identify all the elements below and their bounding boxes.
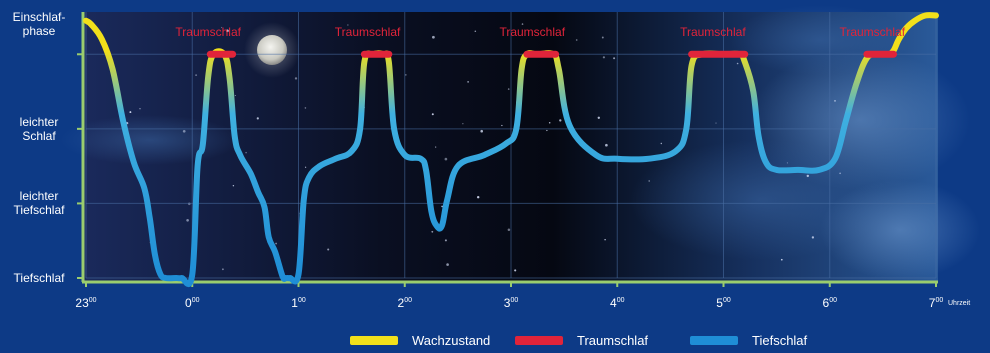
- legend-label: Traumschlaf: [577, 332, 649, 348]
- star: [431, 113, 434, 116]
- series-line-sleep-stage: [83, 12, 939, 288]
- star: [648, 180, 650, 182]
- star: [294, 77, 298, 80]
- x-tick-label: 200: [397, 296, 412, 310]
- annotation-traumschlaf: Traumschlaf: [839, 25, 905, 39]
- star: [139, 107, 141, 110]
- star: [602, 56, 606, 59]
- x-tick-label: 500: [716, 296, 731, 310]
- star: [444, 239, 447, 242]
- annotation-traumschlaf: Traumschlaf: [499, 25, 565, 39]
- star: [476, 195, 480, 199]
- star: [186, 218, 189, 222]
- legend-item: Wachzustand: [350, 331, 490, 349]
- star: [195, 74, 198, 77]
- star: [559, 119, 562, 122]
- star: [601, 36, 604, 39]
- star: [514, 269, 517, 272]
- star: [839, 172, 841, 175]
- star: [597, 116, 600, 119]
- star: [604, 238, 606, 241]
- star: [404, 74, 407, 76]
- star: [521, 23, 524, 25]
- star: [715, 122, 717, 124]
- y-level-label: Einschlaf-phase: [12, 10, 66, 38]
- star: [431, 230, 434, 233]
- x-tick-label: 100: [291, 296, 306, 310]
- legend-label: Wachzustand: [412, 332, 491, 348]
- star: [226, 29, 229, 33]
- star: [304, 107, 307, 109]
- star: [834, 100, 836, 102]
- y-level-label: leichter Tiefschlaf: [13, 189, 65, 218]
- star: [245, 151, 247, 154]
- x-unit-label: Uhrzeit: [948, 300, 971, 307]
- annotation-traumschlaf: Traumschlaf: [680, 25, 746, 39]
- star: [232, 184, 235, 187]
- x-tick-label: 700: [928, 296, 944, 310]
- legend-swatch: [515, 335, 563, 345]
- legend-item: Tiefschlaf: [690, 331, 807, 349]
- star: [222, 268, 224, 271]
- y-level-label: leichter Schlaf: [19, 114, 59, 143]
- star: [474, 30, 477, 33]
- legend-label: Tiefschlaf: [752, 332, 808, 348]
- star: [780, 258, 783, 261]
- legend-swatch: [690, 335, 738, 345]
- star: [182, 129, 186, 133]
- star: [507, 228, 511, 232]
- star: [435, 146, 437, 148]
- x-tick-label: 000: [185, 296, 200, 310]
- star: [660, 142, 663, 145]
- star: [221, 26, 223, 29]
- star: [347, 24, 349, 26]
- star: [806, 174, 810, 178]
- y-level-label: Tiefschlaf: [13, 271, 65, 285]
- annotation-traumschlaf: Traumschlaf: [175, 25, 241, 39]
- star: [129, 111, 132, 114]
- star: [446, 263, 449, 266]
- star: [441, 205, 443, 208]
- star: [736, 62, 739, 65]
- star: [444, 157, 448, 161]
- legend-swatch: [350, 335, 398, 345]
- x-tick-label: 600: [822, 296, 837, 310]
- star: [507, 88, 510, 90]
- star: [256, 117, 259, 120]
- star: [275, 242, 278, 245]
- x-tick-label: 300: [503, 296, 519, 310]
- star: [605, 143, 608, 147]
- legend-item: Traumschlaf: [515, 331, 648, 349]
- star: [234, 94, 236, 97]
- star: [304, 166, 307, 168]
- star: [811, 236, 815, 239]
- star: [480, 129, 483, 133]
- x-tick-label: 400: [610, 296, 625, 310]
- star: [575, 39, 578, 41]
- star: [327, 248, 330, 251]
- star: [546, 129, 548, 132]
- star: [432, 35, 435, 39]
- star: [786, 162, 788, 164]
- moon-icon: [257, 35, 287, 65]
- star: [462, 123, 464, 125]
- star: [613, 57, 616, 60]
- annotation-traumschlaf: Traumschlaf: [335, 25, 401, 39]
- x-tick-label: 2300: [75, 296, 97, 310]
- star: [467, 81, 469, 83]
- star: [548, 122, 551, 124]
- chart-axes: [77, 12, 938, 287]
- star: [501, 124, 503, 127]
- annotations: Traumschlaf Traumschlaf Traumschlaf Traumsc…: [175, 25, 905, 39]
